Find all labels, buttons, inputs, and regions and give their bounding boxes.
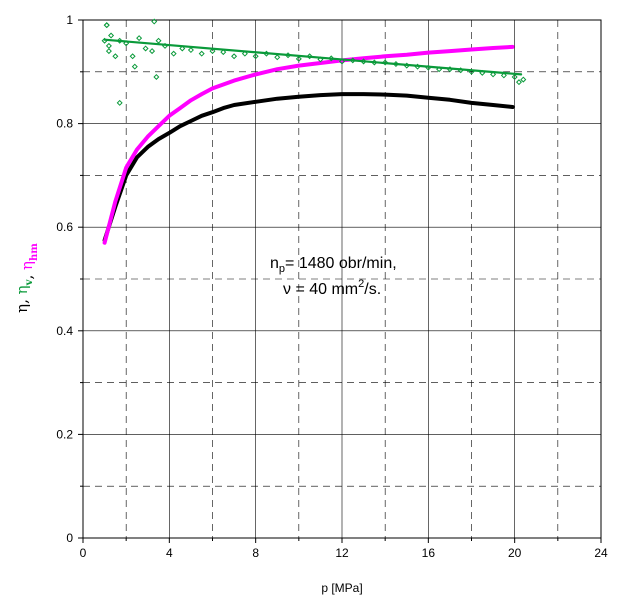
data-point: [129, 53, 136, 60]
annotation-line1-post: = 1480 obr/min,: [285, 255, 397, 272]
y-axis-label: η, ηv, ηhm: [13, 243, 40, 313]
data-point: [425, 64, 432, 71]
annotation-line2-sup: 2: [358, 278, 364, 290]
data-point: [231, 53, 238, 60]
svg-text:np= 1480 obr/min,: np= 1480 obr/min,: [270, 255, 397, 275]
data-point: [490, 71, 497, 78]
data-point: [285, 52, 292, 59]
data-point: [131, 63, 138, 70]
data-point: [403, 62, 410, 69]
y-tick-label: 0.2: [56, 427, 73, 441]
data-point: [349, 57, 356, 64]
data-point: [220, 49, 227, 56]
data-point: [500, 72, 507, 79]
data-point: [116, 37, 123, 44]
data-point: [468, 68, 475, 75]
data-point: [187, 47, 194, 54]
data-point: [116, 99, 123, 106]
data-point: [136, 35, 143, 42]
svg-text:η, ηv, ηhm: η, ηv, ηhm: [13, 243, 40, 313]
series-layer: [101, 18, 527, 245]
data-point: [457, 67, 464, 74]
data-point: [142, 45, 149, 52]
x-tick-label: 12: [335, 546, 349, 560]
x-ticks: 0 4 8 12 16 20 24: [80, 538, 608, 560]
data-point: [112, 53, 119, 60]
ylabel-separator: ,: [13, 294, 31, 304]
series-markers-3: [101, 18, 527, 106]
annotation-line1-sub: p: [279, 263, 285, 275]
annotation-line2-post: /s.: [364, 281, 381, 298]
data-point: [101, 37, 108, 44]
data-point: [162, 42, 169, 49]
data-point: [382, 59, 389, 66]
data-point: [317, 56, 324, 63]
data-point: [306, 53, 313, 60]
y-tick-label: 0.4: [56, 324, 73, 338]
x-tick-label: 4: [166, 546, 173, 560]
annotation: np= 1480 obr/min, ν = 40 mm2/s.: [270, 255, 397, 298]
data-point: [414, 63, 421, 70]
ylabel-separator: ,: [18, 270, 36, 280]
data-point: [170, 50, 177, 57]
annotation-line2-pre: ν = 40 mm: [283, 281, 358, 298]
grid: [83, 20, 601, 538]
series-line-1: [102, 44, 515, 245]
data-point: [241, 50, 248, 57]
series-line-2: [103, 38, 523, 76]
ylabel-symbol: η: [13, 285, 31, 294]
data-point: [155, 37, 162, 44]
y-tick-label: 0: [66, 531, 73, 545]
annotation-line1-pre: n: [270, 255, 279, 272]
data-point: [274, 54, 281, 61]
data-point: [198, 50, 205, 57]
data-point: [179, 45, 186, 52]
ylabel-symbol: η: [18, 261, 36, 270]
data-point: [520, 76, 527, 83]
data-point: [446, 66, 453, 73]
svg-text:ν = 40 mm2/s.: ν = 40 mm2/s.: [283, 278, 381, 298]
data-point: [328, 55, 335, 62]
ylabel-symbol: η: [13, 304, 31, 313]
y-tick-label: 0.8: [56, 117, 73, 131]
data-point: [108, 32, 115, 39]
data-point: [151, 18, 158, 25]
data-point: [436, 66, 443, 73]
x-tick-label: 0: [80, 546, 87, 560]
x-tick-label: 16: [422, 546, 436, 560]
x-axis-label: p [MPa]: [321, 581, 362, 595]
ylabel-subscript: hm: [29, 243, 40, 261]
data-point: [360, 58, 367, 65]
data-point: [252, 53, 259, 60]
data-point: [209, 48, 216, 55]
data-point: [295, 55, 302, 62]
data-point: [105, 48, 112, 55]
y-ticks: 0 0.2 0.4 0.6 0.8 1: [56, 13, 83, 545]
data-point: [511, 73, 518, 80]
data-point: [263, 50, 270, 57]
data-point: [392, 61, 399, 68]
data-point: [105, 42, 112, 49]
data-point: [123, 40, 130, 47]
ylabel-subscript: v: [24, 278, 35, 286]
x-tick-label: 20: [508, 546, 522, 560]
series-line-0: [102, 92, 515, 243]
y-tick-label: 0.6: [56, 220, 73, 234]
data-point: [149, 48, 156, 55]
data-point: [338, 58, 346, 65]
y-tick-label: 1: [66, 13, 73, 27]
data-point: [103, 22, 110, 29]
x-tick-label: 8: [252, 546, 259, 560]
x-tick-label: 24: [594, 546, 608, 560]
data-point: [515, 79, 522, 86]
data-point: [371, 59, 378, 66]
data-point: [479, 69, 486, 76]
data-point: [153, 73, 160, 80]
